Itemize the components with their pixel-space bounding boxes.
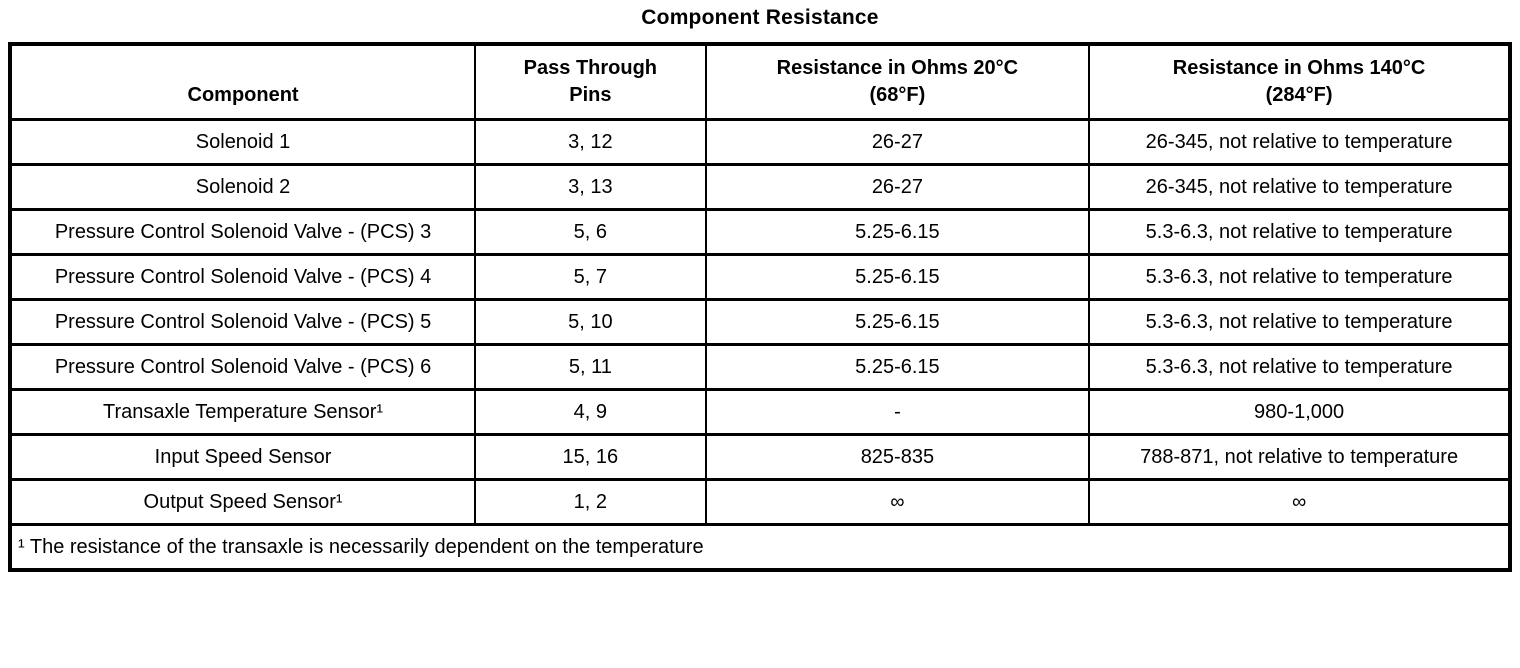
column-header-pass-through-pins: Pass Through Pins bbox=[474, 42, 707, 121]
table-cell: Pressure Control Solenoid Valve - (PCS) … bbox=[8, 343, 477, 391]
footnote: ¹ The resistance of the transaxle is nec… bbox=[9, 523, 1511, 572]
table-cell: Pressure Control Solenoid Valve - (PCS) … bbox=[8, 208, 477, 256]
table-cell: - bbox=[704, 388, 1091, 436]
table-cell: 5.25-6.15 bbox=[704, 253, 1091, 301]
table-row: Pressure Control Solenoid Valve - (PCS) … bbox=[8, 298, 1511, 346]
table-cell: 15, 16 bbox=[474, 433, 707, 481]
table-cell: 5, 10 bbox=[474, 298, 707, 346]
table-row: Solenoid 1 3, 12 26-27 26-345, not relative… bbox=[8, 118, 1511, 166]
table-cell: Solenoid 2 bbox=[8, 163, 477, 211]
table-cell: 5.25-6.15 bbox=[704, 208, 1091, 256]
table-cell: 5.25-6.15 bbox=[704, 298, 1091, 346]
page-title: Component Resistance bbox=[641, 6, 879, 29]
table-cell: 825-835 bbox=[704, 433, 1091, 481]
component-resistance-table: Component Pass Through Pins Resistance in O… bbox=[8, 42, 1512, 572]
table-cell: ∞ bbox=[1088, 478, 1511, 526]
table-cell: 26-27 bbox=[704, 163, 1091, 211]
table-cell: 5.25-6.15 bbox=[704, 343, 1091, 391]
header-row: Component Pass Through Pins Resistance in O… bbox=[8, 42, 1511, 121]
column-header-component: Component bbox=[8, 42, 477, 121]
table-cell: Pressure Control Solenoid Valve - (PCS) … bbox=[8, 298, 477, 346]
table-cell: 26-345, not relative to temperature bbox=[1088, 118, 1511, 166]
table-row: Pressure Control Solenoid Valve - (PCS) … bbox=[8, 343, 1511, 391]
table-cell: 4, 9 bbox=[474, 388, 707, 436]
table-cell: Solenoid 1 bbox=[8, 118, 477, 166]
column-header-resistance-140c: Resistance in Ohms 140°C (284°F) bbox=[1088, 42, 1511, 121]
table-cell: 26-345, not relative to temperature bbox=[1088, 163, 1511, 211]
table-row: Solenoid 2 3, 13 26-27 26-345, not relative… bbox=[8, 163, 1511, 211]
table-cell: 5, 11 bbox=[474, 343, 707, 391]
table-cell: 3, 12 bbox=[474, 118, 707, 166]
table-row: Pressure Control Solenoid Valve - (PCS) … bbox=[8, 253, 1511, 301]
table-cell: 3, 13 bbox=[474, 163, 707, 211]
table-cell: ∞ bbox=[704, 478, 1091, 526]
table-cell: 980-1,000 bbox=[1088, 388, 1511, 436]
footnote-row: ¹ The resistance of the transaxle is nec… bbox=[9, 523, 1511, 572]
table-cell: 5, 6 bbox=[474, 208, 707, 256]
table-cell: 26-27 bbox=[704, 118, 1091, 166]
table-cell: 5.3-6.3, not relative to temperature bbox=[1088, 208, 1511, 256]
table-row: Pressure Control Solenoid Valve - (PCS) … bbox=[8, 208, 1511, 256]
table-cell: 5.3-6.3, not relative to temperature bbox=[1088, 298, 1511, 346]
table-cell: 5.3-6.3, not relative to temperature bbox=[1088, 343, 1511, 391]
table-cell: 788-871, not relative to temperature bbox=[1088, 433, 1511, 481]
table-cell: 5, 7 bbox=[474, 253, 707, 301]
column-header-resistance-20c: Resistance in Ohms 20°C (68°F) bbox=[704, 42, 1091, 121]
table-row: Transaxle Temperature Sensor¹ 4, 9-980-1,… bbox=[8, 388, 1511, 436]
table-cell: Transaxle Temperature Sensor¹ bbox=[8, 388, 477, 436]
table-cell: Pressure Control Solenoid Valve - (PCS) … bbox=[8, 253, 477, 301]
table-row: Output Speed Sensor¹ 1, 2 ∞ ∞ bbox=[8, 478, 1511, 526]
table-cell: Input Speed Sensor bbox=[8, 433, 477, 481]
table-row: Input Speed Sensor 15, 16 825-835 788-871, … bbox=[8, 433, 1511, 481]
table-cell: 5.3-6.3, not relative to temperature bbox=[1088, 253, 1511, 301]
table-cell: Output Speed Sensor¹ bbox=[8, 478, 477, 526]
table-cell: 1, 2 bbox=[474, 478, 707, 526]
